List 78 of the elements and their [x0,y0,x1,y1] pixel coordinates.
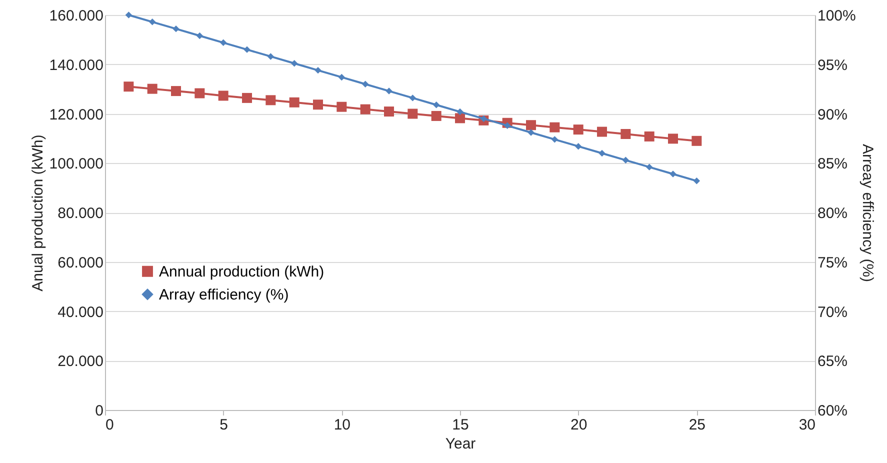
x-tick-label: 5 [220,416,228,434]
y-tick-label: 40.000 [58,304,104,321]
point [550,122,560,132]
y-tick-label: 160.000 [49,8,104,24]
y-tick-label: 140.000 [49,56,104,74]
point [574,142,582,150]
point [644,131,654,142]
y-tick-label: 20.000 [58,353,104,370]
y2-tick-label: 100% [818,8,856,24]
point [408,108,418,119]
y-tick-label: 0 [95,402,104,420]
point [267,53,274,60]
point [384,106,394,117]
point [147,84,158,94]
point [668,134,678,144]
point [196,32,204,40]
y2-tick-label: 75% [818,254,848,272]
point [598,150,606,157]
point [194,88,205,98]
point [597,126,607,137]
point [220,39,227,46]
point [551,136,558,143]
point [622,156,630,164]
y-tick-label: 120.000 [49,106,104,124]
point [313,100,323,110]
y2-tick-label: 95% [818,56,848,74]
point [526,120,536,130]
point [620,128,631,139]
x-tick-label: 25 [688,416,706,434]
point [504,122,511,129]
point [692,136,702,146]
point [646,164,653,170]
legend-label: Annual production (kWh) [159,263,324,280]
y2-tick-label: 65% [818,353,848,370]
point [528,129,534,136]
point [124,82,134,92]
y2-tick-label: 85% [818,156,848,173]
point [360,104,370,114]
x-tick-label: 0 [106,416,114,434]
y-tick-label: 100.000 [49,156,104,173]
point [218,90,228,101]
point [266,95,276,106]
y2-tick-label: 70% [818,304,848,321]
point [125,12,132,18]
point [386,88,392,94]
legend-label: Array efficiency (%) [159,286,289,304]
point [171,86,181,96]
point [362,80,369,88]
y2-tick-label: 80% [818,205,848,222]
point [242,92,252,103]
x-tick-label: 20 [570,416,588,434]
point [455,113,465,124]
point [338,74,346,81]
point [431,110,442,121]
point [693,178,700,184]
x-tick-label: 15 [452,416,469,434]
point [148,18,156,26]
y-tick-label: 80.000 [58,205,104,222]
y2-tick-label: 90% [818,106,848,124]
point [409,94,416,102]
point [289,97,300,108]
point [336,102,347,112]
point [480,115,488,122]
y-axis-title: Anual production (kWh) [29,134,46,292]
point [290,60,298,67]
point [172,25,180,32]
x-tick-label: 10 [334,416,351,434]
x-axis-title: Year [445,436,476,452]
point [244,46,250,53]
point [432,102,440,108]
y2-tick-label: 60% [818,402,848,420]
point [456,108,464,116]
point [314,66,322,74]
point [573,124,584,135]
y-tick-label: 60.000 [58,254,104,272]
y2-axis-title: Arreay efficiency (%) [858,144,876,282]
point [670,170,676,178]
x-tick-label: 30 [798,416,816,434]
